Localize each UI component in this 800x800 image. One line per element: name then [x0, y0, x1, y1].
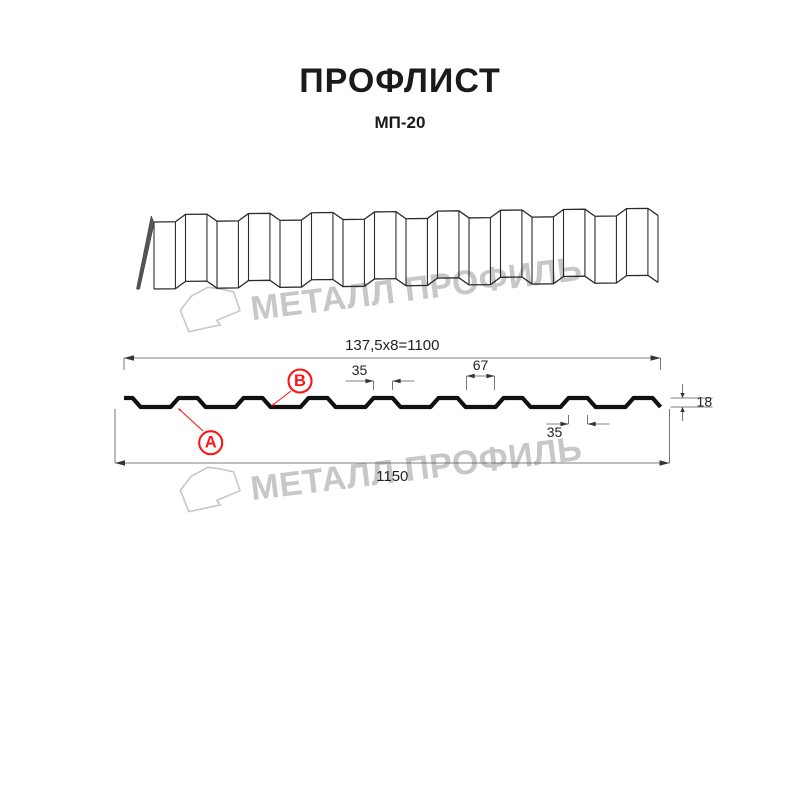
svg-text:1150: 1150 [376, 468, 408, 485]
svg-text:18: 18 [697, 394, 713, 410]
svg-text:35: 35 [352, 362, 368, 378]
svg-text:A: A [205, 434, 217, 452]
svg-text:МЕТАЛЛ ПРОФИЛЬ: МЕТАЛЛ ПРОФИЛЬ [248, 250, 584, 328]
svg-text:67: 67 [473, 357, 489, 373]
svg-text:МП-20: МП-20 [375, 113, 426, 132]
svg-text:МЕТАЛЛ ПРОФИЛЬ: МЕТАЛЛ ПРОФИЛЬ [248, 430, 584, 508]
svg-text:35: 35 [547, 424, 563, 440]
svg-text:137,5x8=1100: 137,5x8=1100 [345, 337, 439, 354]
svg-text:ПРОФЛИСТ: ПРОФЛИСТ [299, 62, 501, 100]
svg-text:B: B [294, 372, 306, 390]
